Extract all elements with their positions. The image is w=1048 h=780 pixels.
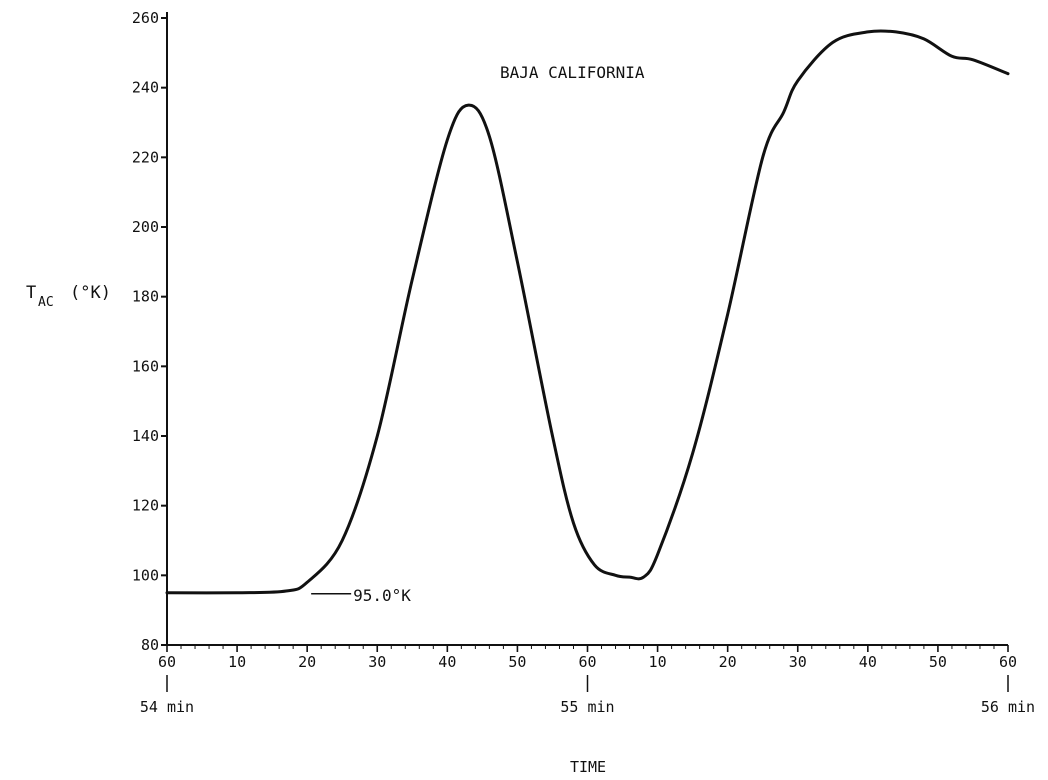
- x-tick-label: 40: [859, 653, 877, 671]
- x-tick-label: 30: [789, 653, 807, 671]
- y-tick-label: 120: [132, 497, 159, 515]
- minute-marker-label: 54 min: [140, 698, 194, 716]
- axes: [166, 12, 1008, 646]
- minute-marker-label: 56 min: [981, 698, 1035, 716]
- y-axis-label: T AC (°K): [26, 283, 111, 310]
- annotation-group: 95.0°K: [311, 586, 411, 605]
- tick-group: 80 100 120 140 160 180 200 220 240 260 60 10 20 30 40 5…: [132, 9, 1035, 716]
- y-tick-label: 180: [132, 288, 159, 306]
- x-tick-label: 20: [298, 653, 316, 671]
- x-tick-label: 10: [649, 653, 667, 671]
- series-line: [165, 29, 1010, 595]
- annotation-label: 95.0°K: [353, 586, 411, 605]
- x-tick-label: 40: [438, 653, 456, 671]
- y-axis-label-subscript: AC: [38, 295, 54, 310]
- y-tick-label: 240: [132, 79, 159, 97]
- x-tick-label: 60: [578, 653, 596, 671]
- chart-title: BAJA CALIFORNIA: [500, 63, 645, 82]
- y-tick-label: 200: [132, 218, 159, 236]
- x-tick-label: 20: [719, 653, 737, 671]
- y-axis-label-unit: (°K): [70, 283, 111, 303]
- y-axis-label-main: T: [26, 283, 36, 303]
- x-tick-label: 60: [158, 653, 176, 671]
- x-tick-label: 60: [999, 653, 1017, 671]
- x-tick-label: 10: [228, 653, 246, 671]
- series-group: [165, 29, 1010, 595]
- x-tick-label: 50: [508, 653, 526, 671]
- x-tick-label: 50: [929, 653, 947, 671]
- y-tick-label: 80: [141, 636, 159, 654]
- y-tick-label: 100: [132, 566, 159, 584]
- y-tick-label: 260: [132, 9, 159, 27]
- y-tick-label: 160: [132, 357, 159, 375]
- x-tick-label: 30: [368, 653, 386, 671]
- y-tick-label: 140: [132, 427, 159, 445]
- y-tick-label: 220: [132, 148, 159, 166]
- minute-marker-label: 55 min: [560, 698, 614, 716]
- x-axis-label: TIME: [570, 758, 606, 776]
